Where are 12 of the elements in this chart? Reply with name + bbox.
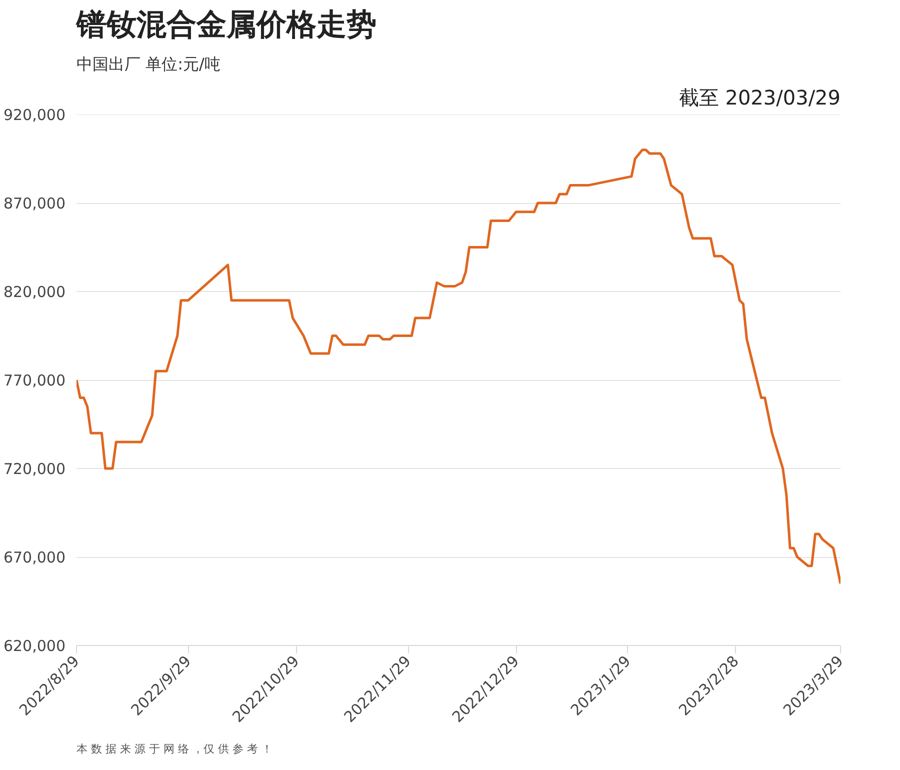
text: 截至 2023/03/29 <box>678 86 841 110</box>
text: 本 数 据 来 源 于 网 络 ，仅 供 参 考 ！ <box>76 742 272 756</box>
y-tick-label: 720,000 <box>3 460 66 478</box>
chart-title: 镨钕混合金属价格走势 <box>76 8 376 42</box>
y-tick-label: 770,000 <box>3 372 66 390</box>
line-series <box>76 148 840 585</box>
y-tick-label: 670,000 <box>3 548 66 566</box>
chart-subtitle: 中国出厂 单位:元/吨 <box>76 54 220 74</box>
y-tick-label: 870,000 <box>3 194 66 212</box>
y-tick-label: 920,000 <box>3 106 66 124</box>
y-tick-label: 620,000 <box>3 637 66 655</box>
y-tick-label: 820,000 <box>3 283 66 301</box>
